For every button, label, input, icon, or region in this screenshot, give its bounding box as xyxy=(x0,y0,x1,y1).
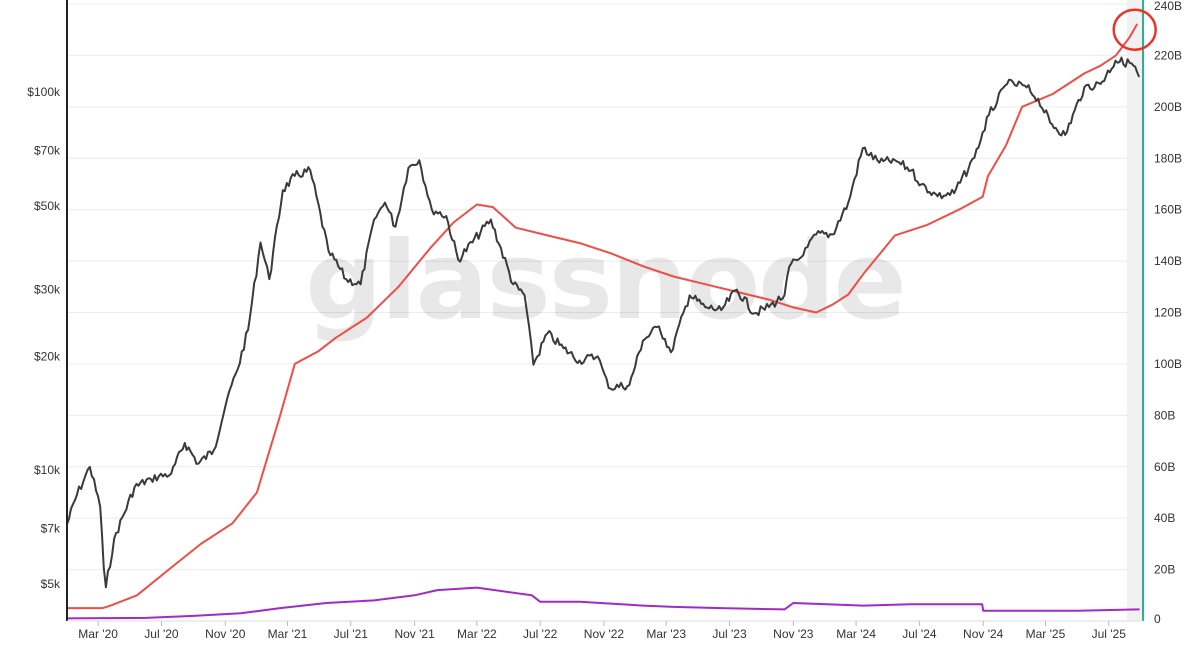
x-tick-label: Nov '20 xyxy=(205,627,246,641)
left-tick-label: $70k xyxy=(34,144,61,158)
x-tick-label: Jul '22 xyxy=(523,627,558,641)
right-tick-label: 140B xyxy=(1154,254,1182,268)
x-tick-label: Mar '20 xyxy=(78,627,118,641)
left-tick-label: $50k xyxy=(34,199,61,213)
right-tick-label: 0 xyxy=(1154,612,1161,626)
right-tick-label: 220B xyxy=(1154,48,1182,62)
x-tick-label: Nov '23 xyxy=(773,627,814,641)
left-tick-label: $5k xyxy=(41,577,61,591)
right-axis-ticks: 0 20B 40B 60B 80B 100B 120B 140B 160B 180B 200B 220… xyxy=(1154,0,1182,626)
purple-series-line xyxy=(66,586,1140,620)
x-tick-label: Nov '21 xyxy=(394,627,435,641)
red-series-line xyxy=(66,23,1138,610)
x-tick-label: Mar '22 xyxy=(457,627,497,641)
right-tick-label: 120B xyxy=(1154,306,1182,320)
left-axis-ticks: $5k $7k $10k $20k $30k $50k $70k $100k xyxy=(27,85,61,591)
left-tick-label: $30k xyxy=(34,283,61,297)
right-tick-label: 80B xyxy=(1154,408,1175,422)
grid-layer xyxy=(67,3,1143,571)
right-tick-label: 200B xyxy=(1154,100,1182,114)
right-tick-label: 240B xyxy=(1154,0,1182,13)
price-series-line xyxy=(66,56,1140,589)
x-tick-label: Nov '24 xyxy=(963,627,1004,641)
series-layer xyxy=(66,23,1140,620)
x-tick-label: Jul '23 xyxy=(712,627,747,641)
glassnode-watermark: glassnode xyxy=(305,219,904,344)
x-tick-label: Nov '22 xyxy=(584,627,625,641)
right-tick-label: 180B xyxy=(1154,151,1182,165)
recent-shade-band xyxy=(1126,0,1143,621)
left-tick-label: $100k xyxy=(27,85,61,99)
x-tick-label: Jul '20 xyxy=(144,627,179,641)
right-tick-label: 40B xyxy=(1154,511,1175,525)
right-tick-label: 20B xyxy=(1154,563,1175,577)
x-tick-label: Mar '25 xyxy=(1026,627,1066,641)
x-axis-ticks: Mar '20 Jul '20 Nov '20 Mar '21 Jul '21 Nov '… xyxy=(78,621,1126,641)
x-tick-label: Mar '21 xyxy=(268,627,308,641)
right-tick-label: 60B xyxy=(1154,460,1175,474)
left-tick-label: $7k xyxy=(41,522,61,536)
right-tick-label: 160B xyxy=(1154,203,1182,217)
x-tick-label: Mar '23 xyxy=(646,627,686,641)
annotation-layer xyxy=(1112,8,1157,51)
left-tick-label: $20k xyxy=(34,349,61,363)
x-tick-label: Mar '24 xyxy=(836,627,876,641)
highlight-circle-annotation xyxy=(1112,8,1157,51)
left-tick-label: $10k xyxy=(34,463,61,477)
x-tick-label: Jul '21 xyxy=(334,627,369,641)
x-tick-label: Jul '24 xyxy=(902,627,937,641)
right-tick-label: 100B xyxy=(1154,357,1182,371)
x-tick-label: Jul '25 xyxy=(1092,627,1127,641)
